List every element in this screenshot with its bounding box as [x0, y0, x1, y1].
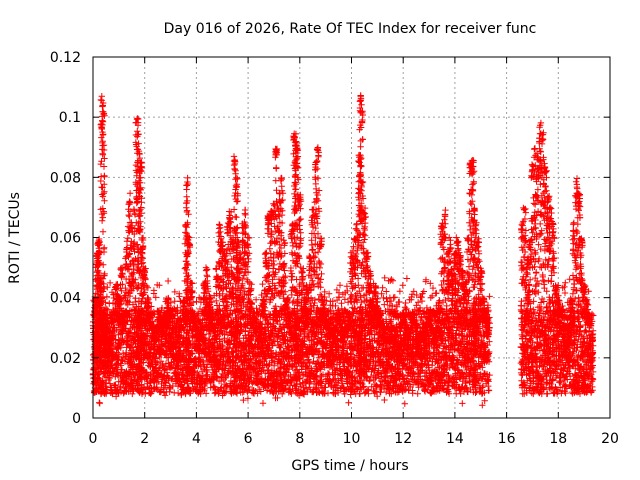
data-point — [98, 217, 106, 224]
data-point — [98, 93, 105, 100]
data-point — [106, 347, 113, 354]
data-point — [99, 294, 107, 301]
data-point — [97, 303, 105, 311]
data-point — [99, 288, 107, 295]
data-point — [96, 249, 104, 256]
data-point — [99, 117, 106, 124]
data-point — [99, 228, 107, 235]
data-point — [100, 146, 108, 154]
data-point — [96, 305, 103, 312]
data-point — [103, 293, 111, 300]
data-point — [98, 134, 105, 141]
data-point — [103, 390, 110, 397]
data-point — [99, 138, 106, 145]
chart-title: Day 016 of 2026, Rate Of TEC Index for r… — [164, 21, 537, 37]
data-point — [99, 118, 107, 125]
data-point — [99, 275, 107, 282]
data-point — [101, 306, 108, 313]
data-point — [98, 158, 105, 165]
data-point — [101, 173, 108, 180]
data-point — [106, 279, 114, 287]
data-point — [100, 261, 107, 268]
data-point — [101, 270, 108, 278]
data-point — [101, 244, 108, 251]
data-point — [101, 155, 108, 162]
data-point — [98, 298, 105, 305]
data-point — [96, 374, 103, 382]
data-point — [99, 214, 106, 221]
data-point — [99, 131, 106, 139]
data-point — [102, 383, 109, 390]
data-point — [100, 163, 108, 170]
data-point — [96, 269, 103, 277]
data-point — [99, 205, 106, 212]
data-point — [95, 251, 103, 258]
data-point — [99, 184, 106, 191]
data-point — [100, 210, 108, 217]
data-point — [100, 110, 108, 117]
data-point — [107, 384, 114, 391]
data-point — [99, 151, 107, 158]
data-point — [106, 374, 114, 382]
data-points — [89, 92, 597, 409]
data-point — [102, 299, 109, 306]
data-point — [99, 108, 106, 115]
data-point — [104, 284, 111, 291]
data-point — [98, 191, 106, 198]
data-point — [100, 99, 107, 107]
data-point — [95, 239, 102, 247]
data-point — [101, 197, 108, 204]
data-point — [106, 380, 114, 387]
data-point — [95, 257, 102, 264]
data-point — [96, 369, 103, 376]
data-point — [101, 181, 108, 188]
